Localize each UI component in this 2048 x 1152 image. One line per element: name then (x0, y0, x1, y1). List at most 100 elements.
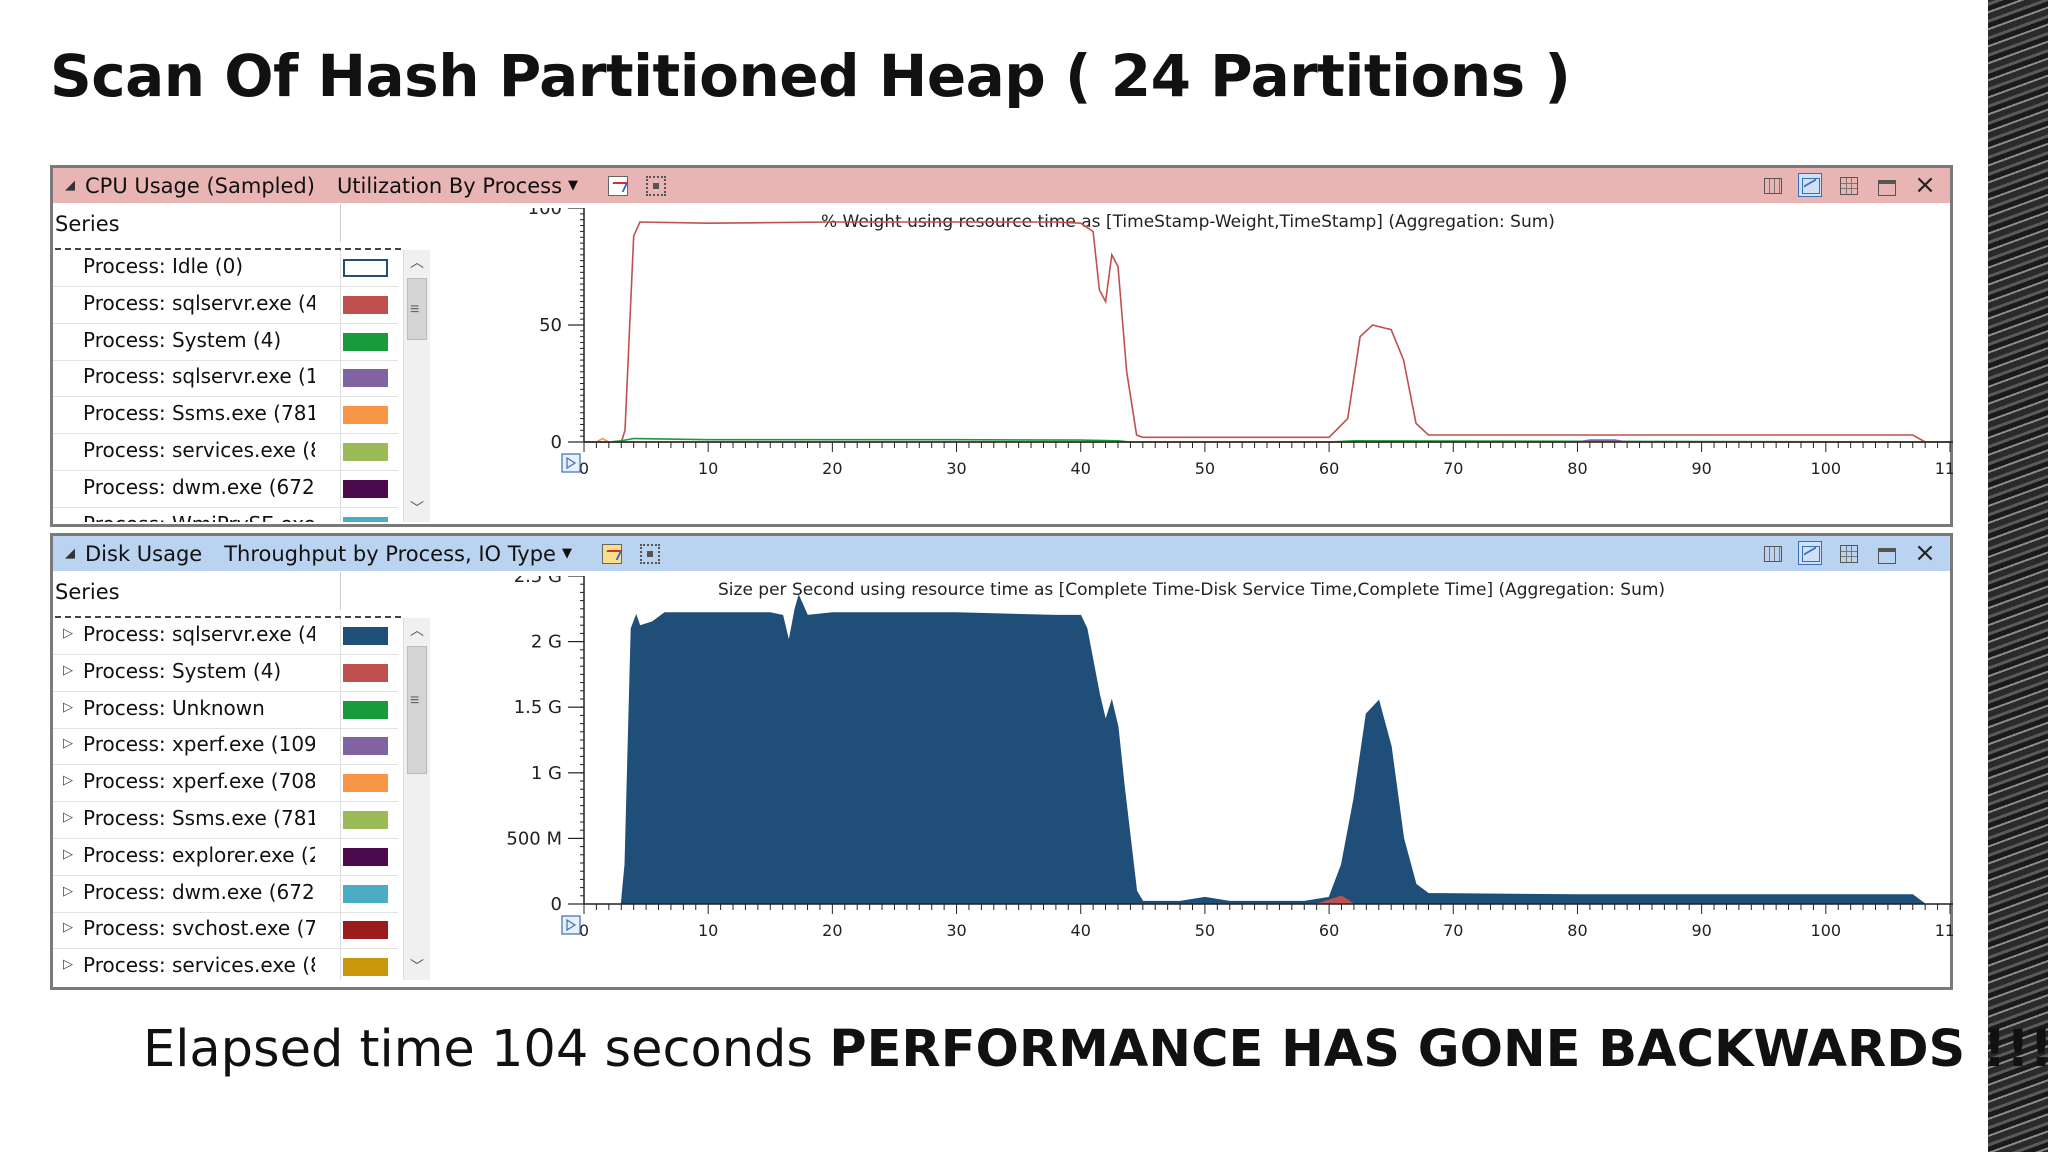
collapse-icon[interactable]: ◢ (65, 546, 75, 561)
scroll-down-icon[interactable]: ﹀ (410, 958, 424, 974)
legend-color-swatch[interactable] (343, 259, 388, 277)
legend-row[interactable]: ▷ Process: xperf.exe (10940) (53, 728, 398, 766)
legend-row[interactable]: ▷ Process: services.exe (8... (53, 949, 398, 980)
slide-title: Scan Of Hash Partitioned Heap ( 24 Parti… (50, 42, 1571, 110)
legend-row[interactable]: ▷ Process: explorer.exe (2... (53, 838, 398, 876)
view-selector[interactable]: Throughput by Process, IO Type (224, 541, 556, 566)
legend-color-swatch[interactable] (343, 406, 388, 425)
legend-color-swatch[interactable] (343, 627, 388, 645)
graph-type-icon[interactable] (608, 175, 629, 196)
expand-icon[interactable]: ▷ (63, 772, 73, 788)
scroll-thumb[interactable] (407, 646, 427, 774)
legend-row[interactable]: ▷ Process: svchost.exe (7... (53, 912, 398, 950)
legend-color-swatch[interactable] (343, 295, 388, 314)
close-button[interactable]: × (1914, 170, 1936, 200)
chevron-down-icon[interactable]: ▼ (568, 178, 579, 193)
graph-and-table-button[interactable] (1760, 173, 1784, 197)
legend-row[interactable]: Process: sqlservr.exe (1... (53, 360, 398, 398)
legend-row[interactable]: ▷ Process: dwm.exe (672) (53, 875, 398, 913)
legend-color-swatch[interactable] (343, 774, 388, 793)
legend-row[interactable]: ▷ Process: xperf.exe (7080) (53, 765, 398, 803)
expand-icon[interactable]: ▷ (63, 661, 73, 677)
column-divider (340, 250, 341, 286)
series-line (584, 221, 1950, 443)
legend-label: Process: sqlservr.exe (4... (83, 290, 315, 315)
graph-only-button[interactable] (1798, 173, 1822, 197)
expand-icon[interactable]: ▷ (63, 956, 73, 972)
graph-and-table-button[interactable] (1760, 541, 1784, 565)
disk-usage-chart[interactable]: 0 10 20 30 40 50 60 70 80 90 100 110 0 500 M 1 G 1.5 G 2… (438, 576, 1953, 986)
legend-row[interactable]: Process: System (4) (53, 323, 398, 361)
x-tick-label: 30 (946, 921, 966, 940)
maximize-button[interactable] (1874, 541, 1898, 565)
column-divider (340, 691, 341, 728)
table-only-button[interactable] (1836, 173, 1860, 197)
zoom-fit-icon (561, 453, 581, 473)
legend-color-swatch[interactable] (343, 958, 388, 977)
legend-color-swatch[interactable] (343, 811, 388, 829)
legend-color-swatch[interactable] (343, 663, 388, 682)
graph-type-icon[interactable] (601, 543, 622, 564)
scroll-up-icon[interactable]: ︿ (410, 622, 424, 638)
legend-label: Process: System (4) (83, 327, 282, 352)
x-tick-label: 30 (946, 459, 966, 478)
legend-color-swatch[interactable] (343, 443, 388, 461)
collapse-icon[interactable]: ◢ (65, 178, 75, 193)
chevron-down-icon[interactable]: ▼ (561, 546, 572, 561)
play-icon (566, 918, 577, 932)
column-divider (340, 802, 341, 838)
legend-row[interactable]: ▷ Process: System (4) (53, 654, 398, 692)
cpu-usage-chart[interactable]: 0 10 20 30 40 50 60 70 80 90 100 110 0 50 100 (438, 208, 1953, 528)
y-tick-label: 50 (539, 315, 562, 336)
column-divider (340, 397, 341, 434)
column-divider (340, 875, 341, 912)
expand-icon[interactable]: ▷ (63, 809, 73, 824)
legend-row[interactable]: Process: dwm.exe (672) (53, 470, 398, 508)
expand-icon[interactable]: ▷ (63, 919, 73, 935)
scroll-up-icon[interactable]: ︿ (410, 254, 424, 270)
legend-color-swatch[interactable] (343, 479, 388, 498)
legend-color-swatch[interactable] (343, 700, 388, 719)
selection-icon[interactable] (639, 543, 660, 564)
x-tick-label: 60 (1319, 459, 1339, 478)
y-tick-label: 0 (551, 432, 562, 453)
legend-color-swatch[interactable] (343, 737, 388, 756)
column-divider (340, 728, 341, 765)
expand-icon[interactable]: ▷ (63, 698, 73, 714)
legend-color-swatch[interactable] (343, 884, 388, 903)
scroll-down-icon[interactable]: ﹀ (410, 500, 424, 516)
legend-color-swatch[interactable] (343, 332, 388, 351)
expand-icon[interactable]: ▷ (63, 845, 73, 861)
legend-row[interactable]: Process: WmiPrvSE.exe... (53, 507, 398, 522)
view-selector[interactable]: Utilization By Process (336, 173, 563, 198)
expand-icon[interactable]: ▷ (63, 735, 73, 751)
column-divider (340, 618, 341, 654)
legend-row[interactable]: ▷ Process: Ssms.exe (7812) (53, 802, 398, 839)
table-only-button[interactable] (1836, 541, 1860, 565)
close-button[interactable]: × (1914, 538, 1936, 568)
scroll-thumb[interactable] (407, 278, 427, 340)
selection-icon[interactable] (646, 175, 667, 196)
legend-row[interactable]: Process: services.exe (8... (53, 434, 398, 471)
column-divider (340, 507, 341, 522)
legend-row[interactable]: Process: Ssms.exe (7812) (53, 397, 398, 435)
disk-panel-header: ◢ Disk Usage Throughput by Process, IO T… (53, 536, 1950, 571)
legend-color-swatch[interactable] (343, 847, 388, 866)
legend-scrollbar[interactable]: ︿ ﹀ (403, 618, 430, 980)
legend-color-swatch[interactable] (343, 516, 388, 522)
graph-only-button[interactable] (1798, 541, 1822, 565)
series-legend-list: ▷ Process: sqlservr.exe (4... ▷ Process: Sy… (53, 618, 398, 980)
legend-row[interactable]: ▷ Process: Unknown (53, 691, 398, 729)
legend-row[interactable]: Process: sqlservr.exe (4... (53, 286, 398, 324)
legend-color-swatch[interactable] (343, 369, 388, 388)
maximize-button[interactable] (1874, 173, 1898, 197)
expand-icon[interactable]: ▷ (63, 625, 73, 640)
legend-row[interactable]: ▷ Process: sqlservr.exe (4... (53, 618, 398, 655)
x-tick-label: 0 (579, 921, 589, 940)
legend-scrollbar[interactable]: ︿ ﹀ (403, 250, 430, 522)
legend-label: Process: Ssms.exe (7812) (83, 401, 315, 426)
expand-icon[interactable]: ▷ (63, 882, 73, 898)
legend-row[interactable]: Process: Idle (0) (53, 250, 398, 287)
legend-color-swatch[interactable] (343, 921, 388, 940)
legend-label: Process: sqlservr.exe (1... (83, 364, 315, 389)
